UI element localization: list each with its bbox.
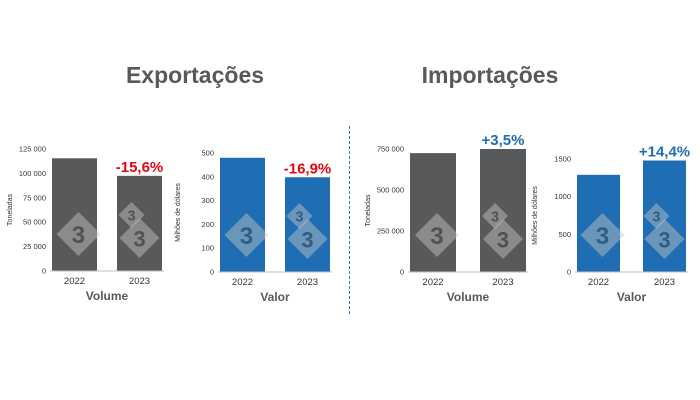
y-tick-label: 125 000 bbox=[19, 145, 46, 154]
svg-text:3: 3 bbox=[430, 223, 443, 250]
change-label: +14,4% bbox=[639, 144, 690, 161]
watermark-logo: 3 bbox=[56, 212, 101, 256]
bar-2022 bbox=[52, 158, 97, 271]
y-tick-label: 75 000 bbox=[23, 193, 46, 202]
watermark-logo: 3 bbox=[644, 219, 685, 259]
x-tick-label: 2022 bbox=[422, 277, 443, 288]
watermark-logo: 3 bbox=[483, 219, 523, 259]
exports-value-chart: 0 100 200 300 400 500 Milhões de dólares 2022 20… bbox=[175, 149, 332, 304]
y-tick-label: 500 bbox=[201, 149, 214, 158]
y-axis-label: Toneladas bbox=[365, 194, 372, 226]
y-tick-label: 25 000 bbox=[23, 242, 46, 251]
watermark-logo: 3 bbox=[118, 202, 145, 228]
y-tick-label: 1500 bbox=[554, 155, 571, 164]
bar-2022 bbox=[410, 153, 456, 272]
svg-text:3: 3 bbox=[72, 222, 85, 249]
y-tick-label: 1000 bbox=[554, 192, 571, 201]
change-label: -15,6% bbox=[116, 159, 164, 176]
imports-value-chart: 0 500 1000 1500 Milhões de dólares 2022 2023 3 3… bbox=[532, 144, 690, 304]
imports-title: Importações bbox=[421, 62, 559, 88]
svg-text:3: 3 bbox=[296, 209, 304, 225]
y-axis-label: Toneladas bbox=[7, 194, 14, 226]
watermark-logo: 3 bbox=[482, 203, 508, 229]
y-tick-label: 100 bbox=[201, 244, 214, 253]
watermark-logo: 3 bbox=[415, 213, 459, 257]
x-axis-label: Volume bbox=[86, 289, 129, 303]
watermark-logo: 3 bbox=[643, 203, 670, 229]
watermark-logo: 3 bbox=[119, 218, 160, 258]
bar-2022 bbox=[220, 157, 265, 272]
x-axis-label: Volume bbox=[447, 290, 490, 304]
bar-2023 bbox=[285, 177, 330, 272]
svg-text:3: 3 bbox=[653, 209, 661, 225]
x-tick-label: 2022 bbox=[232, 277, 253, 288]
y-tick-label: 0 bbox=[400, 268, 404, 277]
y-tick-label: 750 000 bbox=[377, 145, 404, 154]
exports-volume-chart: 0 25 000 50 000 75 000 100 000 125 000 Tonelad… bbox=[7, 145, 164, 303]
y-tick-label: 0 bbox=[210, 268, 214, 277]
watermark-logo: 3 bbox=[580, 213, 625, 257]
y-tick-label: 0 bbox=[567, 268, 571, 277]
y-tick-label: 200 bbox=[201, 220, 214, 229]
x-tick-label: 2023 bbox=[654, 277, 675, 288]
x-tick-label: 2022 bbox=[588, 277, 609, 288]
y-axis-label: Milhões de dólares bbox=[175, 183, 182, 242]
bar-2022 bbox=[577, 174, 620, 272]
change-label: -16,9% bbox=[284, 160, 332, 177]
y-tick-label: 300 bbox=[201, 196, 214, 205]
bar-2023 bbox=[480, 149, 526, 272]
watermark-logo: 3 bbox=[287, 219, 328, 259]
y-tick-label: 50 000 bbox=[23, 218, 46, 227]
svg-text:3: 3 bbox=[658, 227, 670, 252]
bar-2023 bbox=[117, 175, 162, 271]
x-tick-label: 2023 bbox=[492, 277, 513, 288]
watermark-logo: 3 bbox=[286, 203, 313, 229]
y-tick-label: 100 000 bbox=[19, 169, 46, 178]
svg-text:3: 3 bbox=[128, 208, 136, 224]
svg-text:3: 3 bbox=[596, 223, 609, 250]
svg-text:3: 3 bbox=[497, 227, 509, 252]
bar-2023 bbox=[643, 160, 686, 272]
y-tick-label: 250 000 bbox=[377, 227, 404, 236]
y-axis-label: Milhões de dólares bbox=[532, 186, 539, 245]
exports-title: Exportações bbox=[125, 62, 265, 88]
svg-text:3: 3 bbox=[491, 209, 499, 225]
svg-text:3: 3 bbox=[133, 226, 145, 251]
y-tick-label: 400 bbox=[201, 172, 214, 181]
x-axis-label: Valor bbox=[260, 290, 290, 304]
section-divider bbox=[349, 126, 350, 314]
x-axis-label: Valor bbox=[617, 290, 647, 304]
imports-volume-chart: 0 250 000 500 000 750 000 Toneladas 2022 2023 3… bbox=[365, 132, 528, 304]
y-tick-label: 500 bbox=[558, 230, 571, 239]
watermark-logo: 3 bbox=[224, 213, 269, 257]
svg-text:3: 3 bbox=[240, 223, 253, 250]
svg-text:3: 3 bbox=[301, 227, 313, 252]
x-tick-label: 2023 bbox=[129, 276, 150, 287]
change-label: +3,5% bbox=[482, 132, 525, 149]
x-tick-label: 2023 bbox=[297, 277, 318, 288]
y-tick-label: 500 000 bbox=[377, 186, 404, 195]
y-tick-label: 0 bbox=[42, 267, 46, 276]
x-tick-label: 2022 bbox=[64, 276, 85, 287]
